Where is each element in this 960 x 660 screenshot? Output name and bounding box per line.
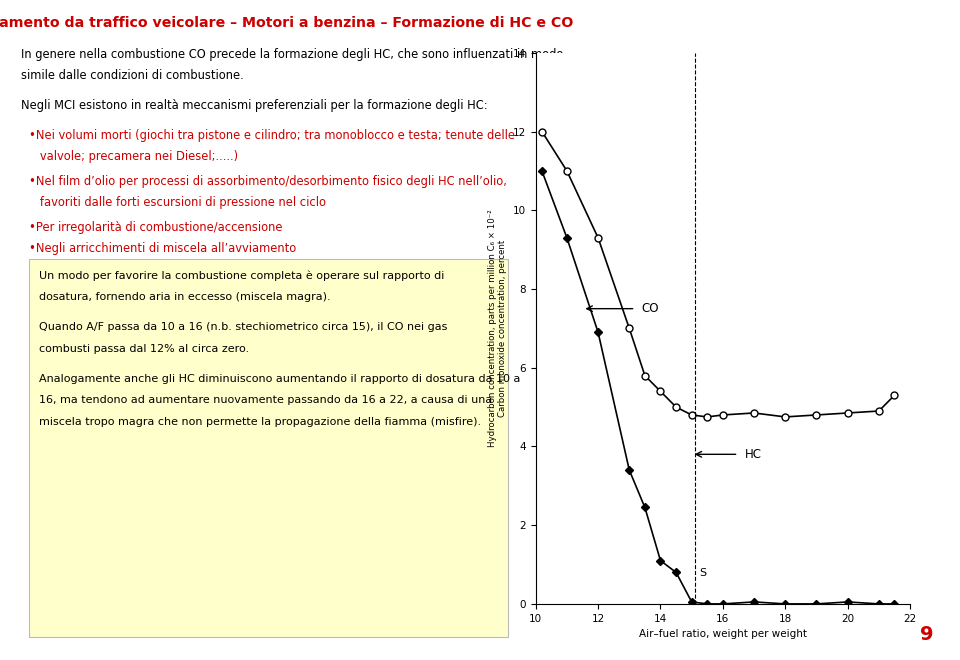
Text: Un modo per favorire la combustione completa è operare sul rapporto di: Un modo per favorire la combustione comp… [39,271,444,281]
Text: 16, ma tendono ad aumentare nuovamente passando da 16 a 22, a causa di una: 16, ma tendono ad aumentare nuovamente p… [39,395,492,405]
Text: Analogamente anche gli HC diminuiscono aumentando il rapporto di dosatura da 10 : Analogamente anche gli HC diminuiscono a… [39,374,520,383]
Text: 9: 9 [920,624,933,644]
Text: simile dalle condizioni di combustione.: simile dalle condizioni di combustione. [21,69,244,82]
Text: •Nel film d’olio per processi di assorbimento/desorbimento fisico degli HC nell’: •Nel film d’olio per processi di assorbi… [29,175,507,188]
Text: Inquinamento da traffico veicolare – Motori a benzina – Formazione di HC e CO: Inquinamento da traffico veicolare – Mot… [0,16,574,30]
Text: In genere nella combustione CO precede la formazione degli HC, che sono influenz: In genere nella combustione CO precede l… [21,48,564,61]
Y-axis label: Hydrocarbon concentration, parts per million C₆ × 10⁻²
Carbon monoxide concentra: Hydrocarbon concentration, parts per mil… [488,209,507,447]
Text: S: S [700,568,707,578]
Text: CO: CO [641,302,660,315]
Text: HC: HC [745,448,761,461]
Text: combusti passa dal 12% al circa zero.: combusti passa dal 12% al circa zero. [39,344,250,354]
Text: dosatura, fornendo aria in eccesso (miscela magra).: dosatura, fornendo aria in eccesso (misc… [39,292,331,302]
Text: miscela tropo magra che non permette la propagazione della fiamma (misfire).: miscela tropo magra che non permette la … [39,417,481,427]
Text: •Per irregolarità di combustione/accensione: •Per irregolarità di combustione/accensi… [29,221,282,234]
Text: favoriti dalle forti escursioni di pressione nel ciclo: favoriti dalle forti escursioni di press… [29,196,325,209]
Text: Quando A/F passa da 10 a 16 (n.b. stechiometrico circa 15), il CO nei gas: Quando A/F passa da 10 a 16 (n.b. stechi… [39,322,447,332]
Text: Negli MCI esistono in realtà meccanismi preferenziali per la formazione degli HC: Negli MCI esistono in realtà meccanismi … [21,99,488,112]
Text: •Negli arricchimenti di miscela all’avviamento: •Negli arricchimenti di miscela all’avvi… [29,242,296,255]
X-axis label: Air–fuel ratio, weight per weight: Air–fuel ratio, weight per weight [639,629,807,639]
FancyBboxPatch shape [29,259,508,637]
Text: valvole; precamera nei Diesel;.....): valvole; precamera nei Diesel;.....) [29,150,238,163]
Text: •Nei volumi morti (giochi tra pistone e cilindro; tra monoblocco e testa; tenute: •Nei volumi morti (giochi tra pistone e … [29,129,515,142]
